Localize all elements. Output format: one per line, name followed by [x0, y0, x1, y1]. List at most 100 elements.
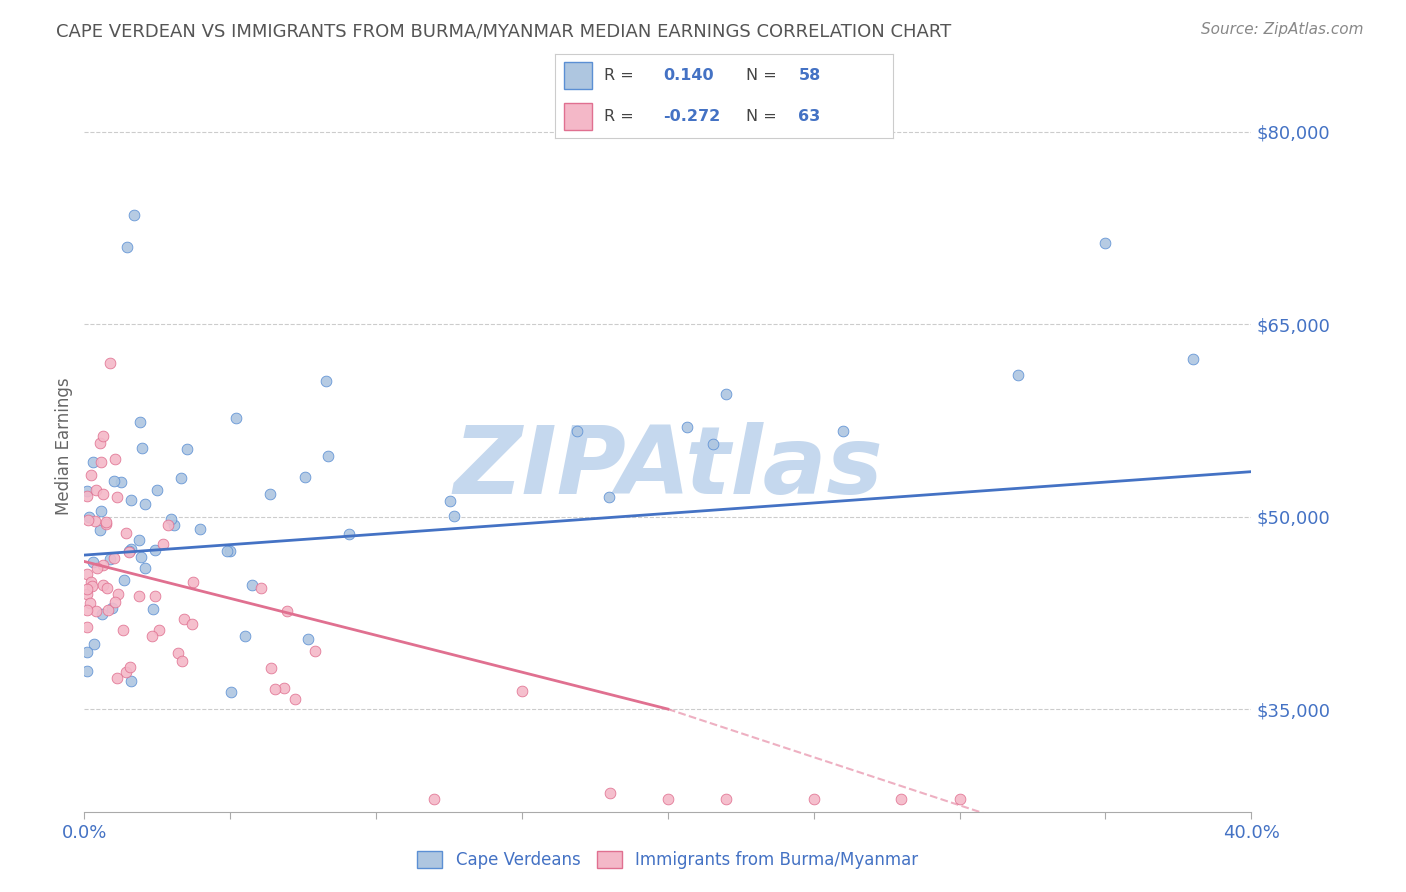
Point — [77, 513, 100, 527]
Point — [315, 374, 337, 388]
Point — [110, 475, 132, 489]
Point — [76, 664, 98, 678]
Point — [134, 561, 156, 575]
Point — [97, 603, 120, 617]
Point — [120, 674, 142, 689]
Point — [276, 604, 298, 618]
Point — [107, 587, 129, 601]
Point — [103, 474, 125, 488]
Point — [120, 541, 142, 556]
Point — [129, 549, 152, 564]
Point — [76, 483, 98, 498]
Point — [76, 489, 98, 503]
Point — [233, 629, 256, 643]
Text: ZIPAtlas: ZIPAtlas — [453, 422, 883, 514]
Point — [1007, 368, 1029, 383]
Point — [94, 515, 117, 529]
Point — [82, 454, 104, 468]
Point — [115, 240, 138, 254]
Point — [173, 612, 195, 626]
Point — [76, 587, 98, 601]
Point — [423, 792, 446, 806]
Point — [91, 578, 114, 592]
Point — [128, 533, 150, 548]
Point — [284, 691, 307, 706]
Point — [143, 542, 166, 557]
Legend: Cape Verdeans, Immigrants from Burma/Myanmar: Cape Verdeans, Immigrants from Burma/Mya… — [418, 851, 918, 869]
Point — [832, 424, 855, 438]
FancyBboxPatch shape — [564, 103, 592, 130]
Point — [215, 544, 238, 558]
Point — [84, 604, 107, 618]
Text: Source: ZipAtlas.com: Source: ZipAtlas.com — [1201, 22, 1364, 37]
Point — [510, 683, 533, 698]
FancyBboxPatch shape — [564, 62, 592, 89]
Y-axis label: Median Earnings: Median Earnings — [55, 377, 73, 515]
Point — [90, 454, 112, 468]
Point — [318, 449, 340, 463]
Text: 63: 63 — [799, 109, 821, 124]
Point — [128, 415, 150, 429]
Point — [91, 428, 114, 442]
Point — [96, 517, 118, 532]
Point — [134, 497, 156, 511]
Point — [76, 582, 98, 596]
Point — [675, 420, 697, 434]
Point — [131, 442, 153, 456]
Point — [76, 567, 98, 582]
Point — [128, 589, 150, 603]
Point — [82, 579, 104, 593]
Text: 0.140: 0.140 — [664, 68, 714, 83]
Point — [949, 792, 972, 806]
Point — [657, 792, 679, 806]
Point — [112, 574, 135, 588]
Point — [152, 537, 174, 551]
Point — [80, 468, 103, 483]
Point — [114, 525, 136, 540]
Point — [120, 492, 142, 507]
Point — [1094, 235, 1116, 250]
Point — [304, 644, 326, 658]
Point — [163, 518, 186, 533]
Point — [98, 355, 121, 369]
Point — [167, 646, 190, 660]
Point — [90, 607, 112, 621]
Point — [76, 619, 98, 633]
Point — [91, 487, 114, 501]
Point — [101, 601, 124, 615]
Point — [598, 490, 620, 504]
Point — [273, 681, 295, 695]
Text: R =: R = — [605, 68, 634, 83]
Point — [89, 523, 111, 537]
Point — [89, 436, 111, 450]
Point — [716, 387, 738, 401]
Text: R =: R = — [605, 109, 634, 124]
Point — [176, 442, 198, 457]
Point — [115, 665, 138, 679]
Point — [143, 589, 166, 603]
Point — [142, 601, 165, 615]
Point — [98, 551, 121, 566]
Point — [180, 616, 202, 631]
Point — [702, 437, 724, 451]
Point — [259, 487, 281, 501]
Point — [82, 556, 104, 570]
Point — [1182, 351, 1205, 366]
Point — [439, 494, 461, 508]
Point — [79, 575, 101, 590]
Point — [219, 544, 242, 558]
Point — [225, 410, 247, 425]
Point — [263, 681, 285, 696]
Point — [86, 561, 108, 575]
Point — [91, 558, 114, 573]
Point — [107, 671, 129, 685]
Point — [103, 551, 125, 566]
Point — [141, 629, 163, 643]
Point — [250, 581, 273, 595]
Point — [79, 509, 101, 524]
Point — [172, 654, 194, 668]
Point — [118, 544, 141, 558]
Point — [117, 544, 139, 558]
Point — [148, 624, 170, 638]
Point — [565, 424, 588, 438]
